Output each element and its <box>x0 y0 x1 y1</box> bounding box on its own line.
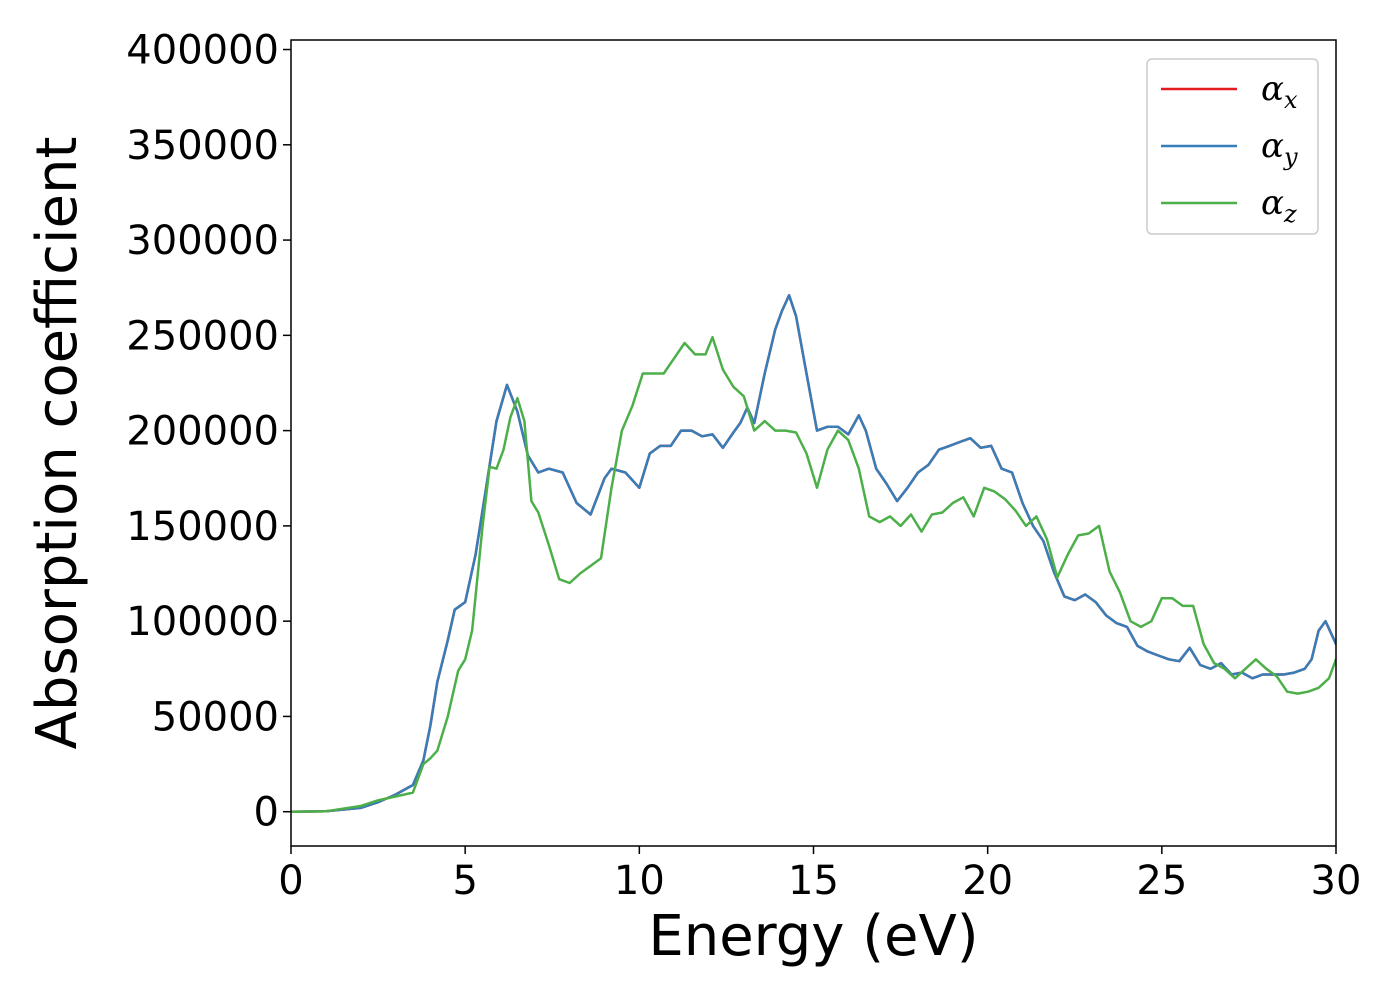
x-tick-label: 15 <box>788 858 839 904</box>
series-line-z <box>291 335 1336 813</box>
y-tick-label: 150000 <box>126 504 279 550</box>
x-tick-label: 10 <box>614 858 665 904</box>
x-axis-ticks: 0 5 10 15 20 25 30 <box>278 846 1361 904</box>
y-axis-label: Absorption coefficient <box>25 137 90 750</box>
x-tick-label: 25 <box>1136 858 1187 904</box>
y-tick-label: 400000 <box>126 28 279 74</box>
x-tick-label: 30 <box>1311 858 1362 904</box>
y-axis-ticks: 0 50000 100000 150000 200000 250000 300000 3500… <box>126 28 291 836</box>
y-tick-label: 350000 <box>126 123 279 169</box>
y-tick-label: 250000 <box>126 313 279 359</box>
series-lines <box>291 294 1336 813</box>
y-tick-label: 100000 <box>126 599 279 645</box>
legend-label-y: αy <box>1261 126 1298 171</box>
x-axis-label: Energy (eV) <box>648 904 978 969</box>
x-tick-label: 5 <box>452 858 477 904</box>
series-line-y <box>291 294 1336 813</box>
legend-label-z: αz <box>1261 183 1297 228</box>
legend: αx αy αz <box>1146 58 1319 235</box>
x-tick-label: 0 <box>278 858 303 904</box>
legend-label-x: αx <box>1261 69 1298 114</box>
y-tick-label: 0 <box>254 790 279 836</box>
y-tick-label: 50000 <box>152 694 279 740</box>
x-tick-label: 20 <box>962 858 1013 904</box>
y-tick-label: 200000 <box>126 409 279 455</box>
y-tick-label: 300000 <box>126 218 279 264</box>
